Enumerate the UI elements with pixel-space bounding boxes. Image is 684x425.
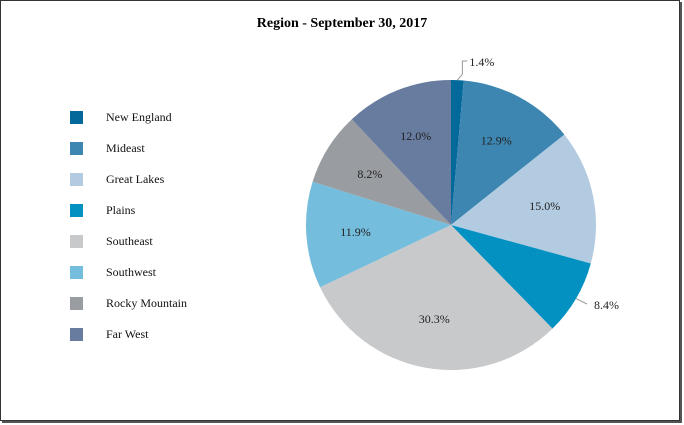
legend-item-southeast: Southeast [70, 234, 270, 250]
pie-slice-rocky-mountain [312, 119, 451, 225]
pie-slice-southwest [306, 181, 451, 288]
legend-label: New England [106, 110, 172, 124]
pie-slices [306, 80, 596, 371]
legend-item-southwest: Southwest [70, 265, 270, 281]
legend-label: Plains [106, 203, 136, 217]
legend-item-far-west: Far West [70, 327, 270, 343]
legend-label: Rocky Mountain [106, 296, 187, 310]
legend-label: Southeast [106, 234, 153, 248]
legend-swatch-rocky-mountain [70, 297, 83, 310]
legend-item-plains: Plains [70, 203, 270, 219]
legend-swatch-far-west [70, 328, 83, 341]
slice-label: 11.9% [340, 225, 371, 239]
legend-label: Mideast [106, 141, 145, 155]
pie-slice-southeast [320, 225, 553, 371]
legend-label: Southwest [106, 265, 157, 279]
pie-labels: 1.4% 12.9% 15.0% 8.4% 30.3% 11.9% 8.2% 12.0% [340, 55, 619, 326]
legend-swatch-new-england [70, 111, 83, 124]
legend-label: Great Lakes [106, 172, 165, 186]
slice-label: 1.4% [469, 55, 494, 69]
legend-swatch-plains [70, 204, 83, 217]
legend-item-rocky-mountain: Rocky Mountain [70, 296, 270, 312]
pie-slice-plains [451, 225, 591, 329]
pie-slice-far-west [351, 80, 451, 225]
legend-swatch-mideast [70, 142, 83, 155]
pie-slice-mideast [451, 80, 565, 225]
pie-slice-great-lakes [451, 134, 596, 264]
legend-item-great-lakes: Great Lakes [70, 172, 270, 188]
legend-item-new-england: New England [70, 110, 270, 126]
slice-label: 15.0% [529, 199, 560, 213]
legend-swatch-southeast [70, 235, 83, 248]
legend-swatch-great-lakes [70, 173, 83, 186]
slice-label: 12.9% [481, 134, 512, 148]
legend-label: Far West [106, 327, 149, 341]
legend-item-mideast: Mideast [70, 141, 270, 157]
legend-swatch-southwest [70, 266, 83, 279]
chart-title: Region - September 30, 2017 [256, 16, 428, 31]
slice-label: 8.2% [357, 167, 382, 181]
slice-label: 30.3% [419, 312, 450, 326]
pie-slice-new-england [451, 80, 464, 225]
slice-label: 12.0% [400, 129, 431, 143]
slice-label: 8.4% [594, 298, 619, 312]
